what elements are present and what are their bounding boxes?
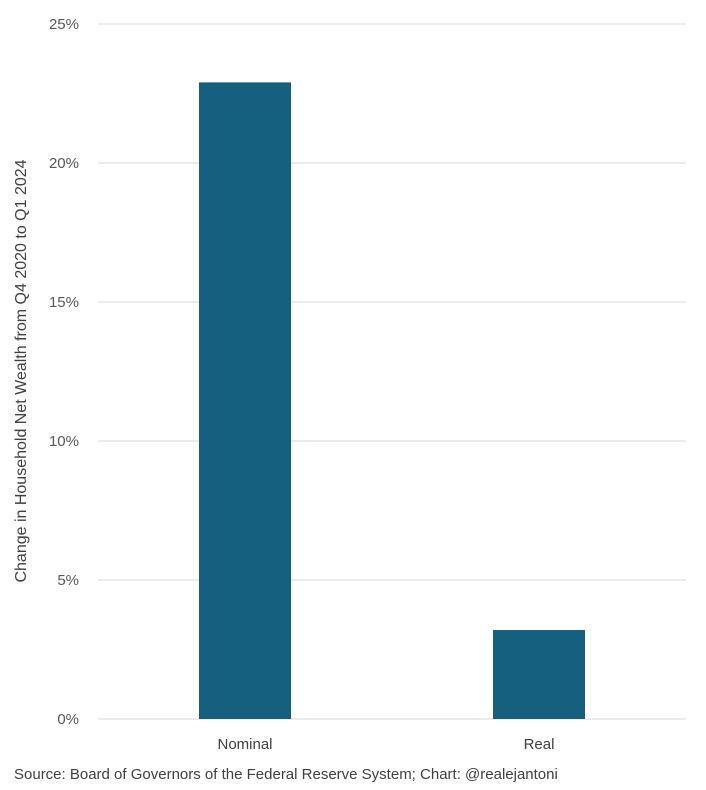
y-tick-label: 15%: [49, 294, 79, 311]
bar-chart: 0% 5% 10% 15% 20% 25% Nominal Real Change in H…: [13, 16, 686, 753]
bar-real: [493, 630, 585, 719]
y-tick-label: 5%: [57, 572, 79, 589]
gridlines: [98, 23, 686, 720]
bars: [199, 82, 585, 719]
x-axis-categories: Nominal Real: [217, 736, 554, 753]
y-axis-ticks: 0% 5% 10% 15% 20% 25%: [49, 16, 79, 728]
y-tick-label: 20%: [49, 155, 79, 172]
y-tick-label: 10%: [49, 433, 79, 450]
bar-nominal: [199, 82, 291, 719]
y-tick-label: 0%: [57, 711, 79, 728]
y-axis-title: Change in Household Net Wealth from Q4 2…: [13, 159, 30, 582]
x-category-label: Nominal: [217, 736, 272, 753]
source-note: Source: Board of Governors of the Federa…: [14, 766, 558, 783]
y-tick-label: 25%: [49, 16, 79, 33]
x-category-label: Real: [524, 736, 555, 753]
